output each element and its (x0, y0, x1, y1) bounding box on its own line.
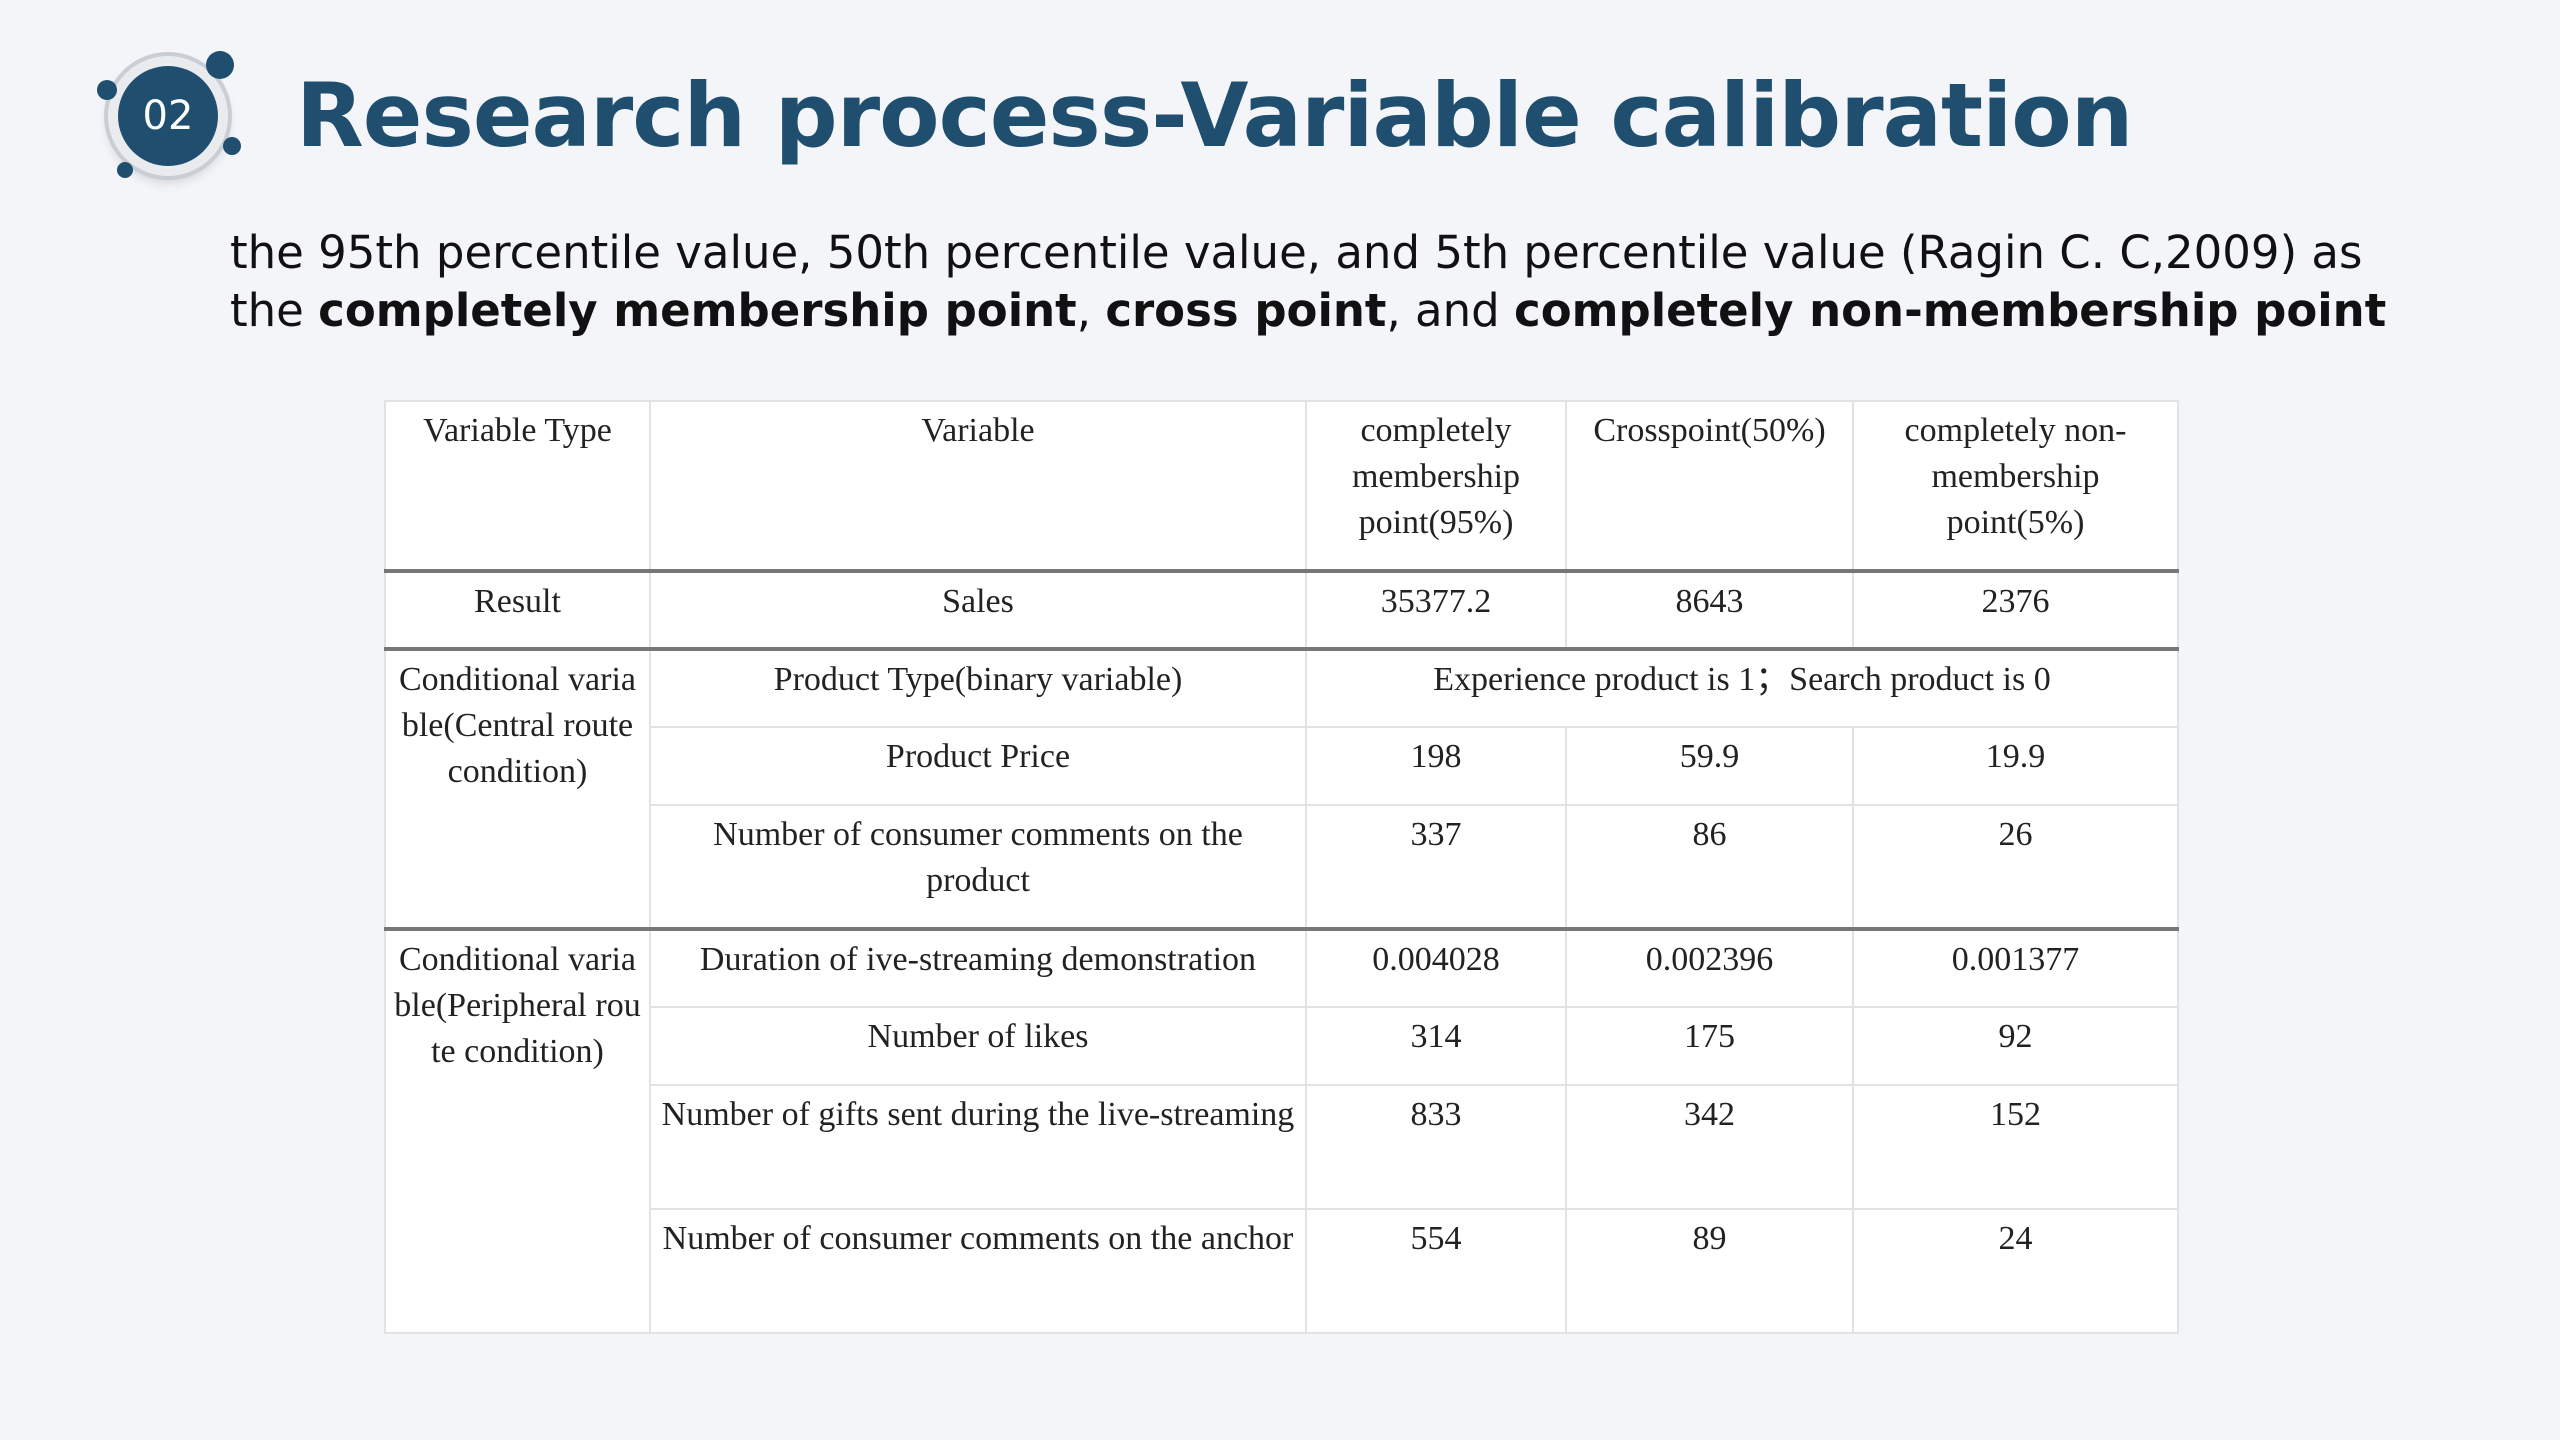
variable-name: Number of likes (649, 1006, 1307, 1086)
column-header: Variable (649, 400, 1307, 573)
value-cell: 24 (1852, 1208, 2179, 1334)
table-row: Number of consumer comments on the produ… (385, 804, 2179, 930)
variable-name: Product Type(binary variable) (649, 647, 1307, 728)
subtitle-text: the (230, 284, 319, 337)
table-row: Conditional variable(Central route condi… (384, 647, 2179, 930)
value-cell: 0.004028 (1305, 927, 1567, 1008)
column-header: completely membership point(95%) (1305, 400, 1567, 573)
value-cell: 833 (1305, 1084, 1567, 1210)
value-cell: 86 (1565, 804, 1854, 930)
header-row: Variable Type Variable completely membersh… (384, 400, 2179, 573)
section-number: 02 (143, 93, 194, 139)
variable-type: Conditional variable(Central route condi… (384, 647, 651, 930)
table-row: Number of gifts sent during the live-str… (385, 1084, 2179, 1210)
value-cell: 2376 (1852, 569, 2179, 650)
value-cell: 175 (1565, 1006, 1854, 1086)
value-cell: 198 (1305, 726, 1567, 806)
subtitle: the 95th percentile value, 50th percenti… (230, 224, 2386, 340)
table-row: Conditional variable(Peripheral route co… (384, 927, 2179, 1334)
table-row: Number of consumer comments on the ancho… (385, 1208, 2179, 1334)
value-cell: 26 (1852, 804, 2179, 930)
value-cell: 337 (1305, 804, 1567, 930)
value-cell: 35377.2 (1305, 569, 1567, 650)
column-header: completely non-membership point(5%) (1852, 400, 2179, 573)
variable-name: Sales (649, 569, 1307, 650)
value-cell: 8643 (1565, 569, 1854, 650)
subtitle-line: the completely membership point, cross p… (230, 282, 2386, 340)
value-cell: 0.001377 (1852, 927, 2179, 1008)
table-row: Result Sales 35377.2 8643 2376 (384, 569, 2179, 650)
title: Research process-Variable calibration (296, 64, 2133, 167)
value-cell: 152 (1852, 1084, 2179, 1210)
column-header: Variable Type (384, 400, 651, 573)
subtitle-line: the 95th percentile value, 50th percenti… (230, 224, 2386, 282)
table-row: Product Price 198 59.9 19.9 (385, 726, 2179, 806)
value-cell: 59.9 (1565, 726, 1854, 806)
variable-name: Number of consumer comments on the ancho… (649, 1208, 1307, 1334)
calibration-table: Variable Type Variable completely membersh… (384, 400, 2179, 1334)
subtitle-text: , (1076, 284, 1106, 337)
table-row: Number of likes 314 175 92 (385, 1006, 2179, 1086)
subtitle-emphasis: completely membership point (318, 284, 1077, 337)
value-cell: 92 (1852, 1006, 2179, 1086)
subtitle-text: , and (1386, 284, 1515, 337)
variable-type: Conditional variable(Peripheral route co… (384, 927, 651, 1334)
value-cell: 89 (1565, 1208, 1854, 1334)
value-cell: 342 (1565, 1084, 1854, 1210)
variable-name: Number of consumer comments on the produ… (649, 804, 1307, 930)
value-cell: 19.9 (1852, 726, 2179, 806)
value-cell: 314 (1305, 1006, 1567, 1086)
subtitle-emphasis: cross point (1105, 284, 1387, 337)
variable-name: Duration of ive-streaming demonstration (649, 927, 1307, 1008)
column-header: Crosspoint(50%) (1565, 400, 1854, 573)
variable-name: Product Price (649, 726, 1307, 806)
value-note: Experience product is 1；Search product i… (1305, 647, 2179, 728)
subtitle-text: the 95th percentile value, 50th percenti… (230, 226, 2363, 279)
variable-name: Number of gifts sent during the live-str… (649, 1084, 1307, 1210)
subtitle-emphasis: completely non-membership point (1514, 284, 2387, 337)
value-cell: 554 (1305, 1208, 1567, 1334)
value-cell: 0.002396 (1565, 927, 1854, 1008)
variable-type: Result (384, 569, 651, 650)
badge: 02 (96, 50, 241, 194)
